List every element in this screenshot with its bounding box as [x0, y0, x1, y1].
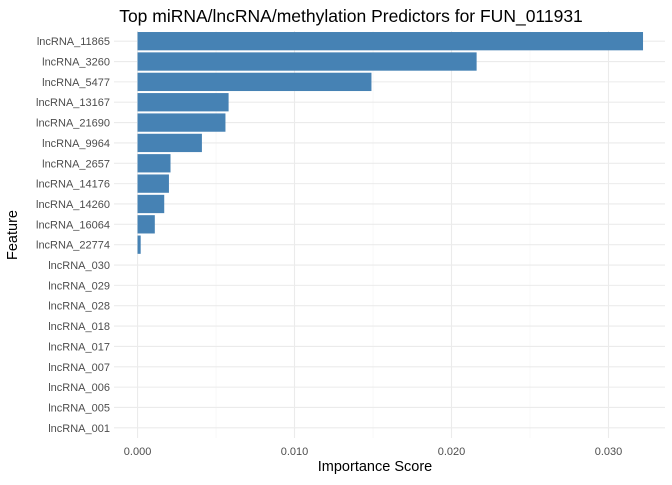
bar — [137, 52, 477, 71]
y-tick-label: lncRNA_018 — [48, 321, 110, 333]
y-tick-label: lncRNA_2657 — [42, 158, 110, 170]
tick-layer: lncRNA_11865 lncRNA_3260 lncRNA_5477 lncRNA… — [36, 36, 622, 458]
bar — [137, 133, 202, 153]
y-tick-label: lncRNA_030 — [48, 260, 110, 272]
y-tick-label: lncRNA_005 — [48, 402, 110, 414]
bar — [137, 72, 372, 92]
bar — [137, 194, 165, 214]
bar — [137, 113, 226, 132]
bar — [137, 93, 229, 112]
y-tick-label: lncRNA_16064 — [36, 219, 110, 231]
y-tick-label: lncRNA_14176 — [36, 179, 110, 191]
y-tick-label: lncRNA_14260 — [36, 199, 110, 211]
x-tick-label: 0.020 — [438, 446, 466, 458]
y-axis-label: Feature — [5, 210, 21, 260]
y-tick-label: lncRNA_5477 — [42, 77, 110, 89]
bar — [137, 235, 141, 254]
y-tick-label: lncRNA_9964 — [42, 138, 110, 150]
grid-layer — [114, 31, 665, 438]
x-tick-label: 0.000 — [124, 446, 152, 458]
chart-title: Top miRNA/lncRNA/methylation Predictors … — [119, 6, 583, 27]
x-tick-label: 0.010 — [281, 446, 309, 458]
y-tick-label: lncRNA_11865 — [37, 36, 110, 48]
bar — [137, 215, 155, 234]
x-tick-label: 0.030 — [595, 446, 623, 458]
y-tick-label: lncRNA_13167 — [36, 97, 110, 109]
y-tick-label: lncRNA_017 — [48, 341, 110, 353]
y-tick-label: lncRNA_006 — [48, 382, 110, 394]
x-axis-label: Importance Score — [318, 459, 432, 475]
bar-layer — [137, 32, 644, 254]
y-tick-label: lncRNA_028 — [48, 301, 110, 313]
bar — [137, 174, 169, 193]
y-tick-label: lncRNA_029 — [48, 280, 110, 292]
y-tick-label: lncRNA_001 — [48, 423, 110, 435]
y-tick-label: lncRNA_007 — [48, 362, 110, 374]
y-tick-label: lncRNA_21690 — [36, 118, 110, 130]
y-tick-label: lncRNA_22774 — [36, 240, 110, 252]
y-tick-label: lncRNA_3260 — [42, 57, 110, 69]
bar — [137, 154, 171, 173]
bar — [137, 32, 644, 51]
